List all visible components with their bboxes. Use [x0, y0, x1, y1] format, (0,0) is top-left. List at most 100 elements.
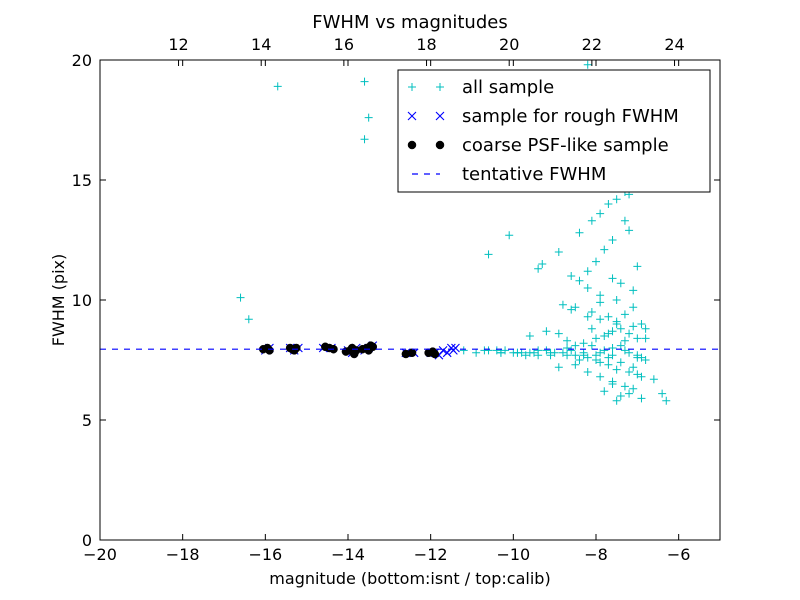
data-point — [620, 382, 629, 391]
data-point — [265, 346, 274, 355]
data-point — [616, 279, 625, 288]
legend-marker — [407, 140, 417, 150]
chart-title: FWHM vs magnitudes — [312, 12, 507, 33]
legend-item: coarse PSF-like sample — [407, 135, 669, 156]
data-point — [608, 327, 617, 336]
data-point — [579, 351, 588, 360]
data-point — [554, 329, 563, 338]
top-tick-label: 14 — [251, 35, 271, 54]
y-axis-label: FWHM (pix) — [49, 254, 68, 347]
legend: all sample sample for rough FWHM coarse PS… — [397, 69, 711, 193]
legend-label: tentative FWHM — [462, 164, 606, 185]
legend-box — [397, 69, 711, 193]
legend-marker — [407, 111, 417, 121]
plot-area — [100, 60, 720, 405]
data-point — [558, 348, 567, 357]
data-point — [625, 226, 634, 235]
data-point — [641, 356, 650, 364]
x-tick-label: −10 — [496, 545, 530, 564]
top-tick-label: 24 — [664, 35, 684, 54]
legend-marker — [436, 83, 444, 91]
x-tick-label: −16 — [248, 545, 282, 564]
y-tick-label: 0 — [82, 531, 92, 550]
data-point — [625, 348, 634, 357]
data-point — [629, 322, 638, 331]
data-point — [658, 389, 667, 398]
data-point — [575, 356, 584, 364]
data-point — [542, 327, 551, 336]
data-point — [633, 262, 642, 271]
data-point — [600, 346, 609, 355]
data-point — [587, 216, 596, 225]
data-point — [616, 392, 625, 400]
top-tick-label: 20 — [499, 35, 519, 54]
data-point — [563, 351, 572, 360]
data-point — [554, 363, 563, 372]
data-point — [608, 274, 617, 283]
data-point — [546, 351, 555, 360]
legend-label: coarse PSF-like sample — [462, 135, 669, 156]
data-point — [608, 377, 617, 386]
data-point — [629, 286, 638, 295]
data-point — [641, 324, 650, 333]
data-point — [583, 60, 592, 69]
data-point — [629, 384, 638, 393]
top-tick-label: 18 — [416, 35, 436, 54]
top-tick-label: 16 — [334, 35, 354, 54]
data-point — [558, 300, 567, 309]
data-point — [629, 303, 638, 312]
data-point — [641, 334, 650, 343]
data-point — [625, 389, 634, 398]
data-point — [592, 356, 600, 364]
data-point — [616, 341, 625, 350]
data-point — [525, 332, 534, 340]
x-tick-label: −20 — [83, 545, 117, 564]
data-point — [587, 308, 596, 316]
data-point — [438, 346, 448, 355]
legend-label: sample for rough FWHM — [462, 106, 679, 127]
data-point — [612, 320, 621, 328]
series-coarse-psf-like-sample — [259, 341, 440, 359]
data-point — [616, 324, 625, 333]
data-point — [629, 363, 638, 372]
data-point — [579, 339, 588, 348]
data-point — [649, 375, 658, 384]
data-point — [430, 349, 440, 359]
data-point — [575, 228, 584, 237]
data-point — [604, 353, 613, 362]
legend-item: tentative FWHM — [412, 164, 606, 185]
data-point — [583, 284, 592, 292]
y-tick-label: 10 — [72, 291, 92, 310]
data-point — [608, 351, 617, 360]
data-point — [637, 320, 646, 328]
data-point — [608, 236, 617, 244]
y-tick-label: 5 — [82, 411, 92, 430]
data-point — [600, 332, 609, 340]
data-point — [501, 346, 510, 355]
data-point — [571, 303, 580, 312]
data-point — [612, 195, 621, 204]
data-point — [596, 209, 605, 218]
x-tick-label: −12 — [414, 545, 448, 564]
data-point — [521, 351, 530, 360]
data-point — [542, 346, 551, 355]
series-all-sample — [236, 60, 671, 405]
data-point — [604, 200, 613, 208]
data-point — [368, 342, 378, 352]
top-tick-label: 22 — [582, 35, 602, 54]
data-point — [616, 358, 625, 367]
data-point — [505, 231, 514, 240]
data-point — [587, 341, 596, 350]
data-point — [612, 365, 621, 374]
data-point — [530, 348, 538, 357]
data-point — [538, 260, 547, 268]
data-point — [662, 396, 671, 405]
legend-marker — [408, 83, 416, 91]
data-point — [604, 329, 613, 338]
data-point — [571, 351, 580, 360]
data-point — [600, 387, 609, 396]
data-point — [472, 348, 481, 357]
data-point — [583, 267, 592, 276]
data-point — [567, 305, 576, 314]
data-point — [592, 334, 600, 343]
